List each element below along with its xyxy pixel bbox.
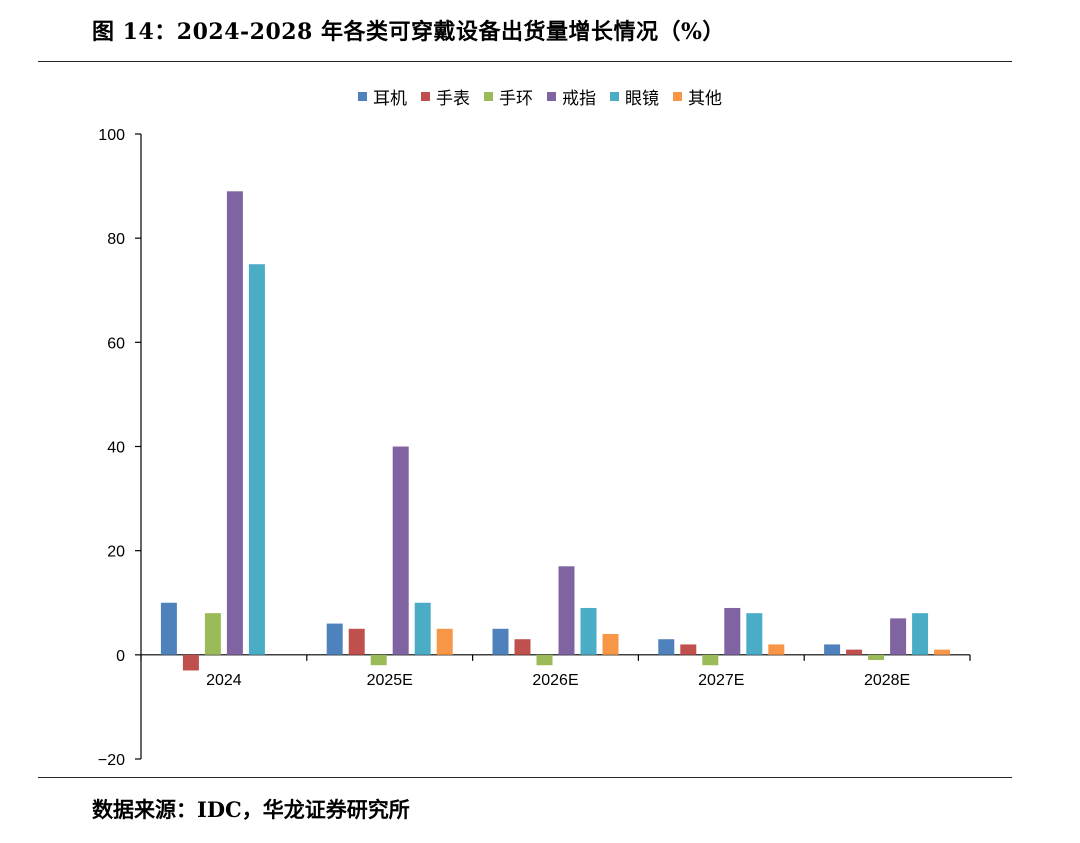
y-tick-label: −20 [98,752,125,769]
bar [536,654,553,666]
bar [934,649,951,655]
legend-label: 眼镜 [625,89,659,109]
bar [414,602,431,655]
bar [746,613,763,655]
bar [226,191,243,655]
legend-label: 其他 [688,89,722,109]
bar [602,634,619,655]
bar [182,654,199,671]
y-tick-label: 20 [107,544,125,561]
bar [912,613,929,655]
bottom-divider [38,777,1012,778]
y-tick-label: 100 [98,127,125,144]
y-tick-label: 60 [107,335,125,352]
x-tick-label: 2026E [532,672,578,689]
bar [868,654,885,661]
bar [724,607,741,655]
bar [348,628,365,655]
legend-swatch [358,92,367,101]
bar [658,639,675,655]
bar [702,654,719,666]
bar [370,654,387,666]
legend-label: 耳机 [373,89,407,109]
bar [558,566,575,655]
legend-item: 手表 [421,84,470,109]
legend-item: 耳机 [358,84,407,109]
bar [824,644,841,655]
bar [326,623,343,655]
bar [514,639,531,655]
bar [248,264,265,655]
x-tick-label: 2024 [206,672,242,689]
x-tick-label: 2028E [864,672,910,689]
legend-label: 手环 [499,89,533,109]
x-tick-label: 2025E [367,672,413,689]
source-note: 数据来源：IDC，华龙证券研究所 [92,797,410,822]
top-divider [38,61,1012,62]
bar [890,618,907,655]
legend-swatch [673,92,682,101]
legend-swatch [547,92,556,101]
legend-label: 戒指 [562,89,596,109]
bar [492,628,509,655]
bar [392,446,409,655]
bar [580,607,597,655]
x-tick-label: 2027E [698,672,744,689]
bar [204,613,221,655]
y-tick-label: 0 [116,648,125,665]
legend-item: 戒指 [547,84,596,109]
bar [160,602,177,655]
chart-legend: 耳机 手表 手环 戒指 眼镜 其他 [0,84,1080,109]
legend-item: 手环 [484,84,533,109]
bar [680,644,697,655]
legend-swatch [610,92,619,101]
legend-swatch [421,92,430,101]
legend-item: 其他 [673,84,722,109]
y-tick-label: 40 [107,440,125,457]
figure-title: 图 14：2024-2028 年各类可穿戴设备出货量增长情况（%） [92,19,725,45]
legend-item: 眼镜 [610,84,659,109]
legend-label: 手表 [436,89,470,109]
bar [846,649,863,655]
bar [768,644,785,655]
bar [436,628,453,655]
legend-swatch [484,92,493,101]
y-tick-label: 80 [107,231,125,248]
